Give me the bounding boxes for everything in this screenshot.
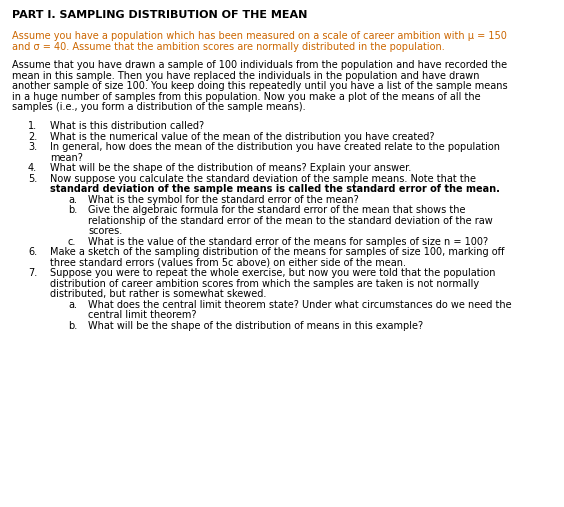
- Text: 1.: 1.: [28, 121, 37, 131]
- Text: Assume that you have drawn a sample of 100 individuals from the population and h: Assume that you have drawn a sample of 1…: [12, 60, 507, 70]
- Text: samples (i.e., you form a distribution of the sample means).: samples (i.e., you form a distribution o…: [12, 102, 306, 113]
- Text: b.: b.: [68, 321, 77, 331]
- Text: What is this distribution called?: What is this distribution called?: [50, 121, 204, 131]
- Text: and σ = 40. Assume that the ambition scores are normally distributed in the popu: and σ = 40. Assume that the ambition sco…: [12, 42, 445, 52]
- Text: mean?: mean?: [50, 153, 83, 163]
- Text: 3.: 3.: [28, 142, 37, 152]
- Text: b.: b.: [68, 205, 77, 215]
- Text: 6.: 6.: [28, 247, 37, 257]
- Text: 5.: 5.: [28, 174, 37, 184]
- Text: What is the symbol for the standard error of the mean?: What is the symbol for the standard erro…: [88, 195, 359, 205]
- Text: standard deviation of the sample means is called the standard error of the mean.: standard deviation of the sample means i…: [50, 185, 500, 194]
- Text: Give the algebraic formula for the standard error of the mean that shows the: Give the algebraic formula for the stand…: [88, 205, 465, 215]
- Text: 7.: 7.: [28, 268, 37, 278]
- Text: Make a sketch of the sampling distribution of the means for samples of size 100,: Make a sketch of the sampling distributi…: [50, 247, 504, 257]
- Text: a.: a.: [68, 300, 77, 310]
- Text: Suppose you were to repeat the whole exercise, but now you were told that the po: Suppose you were to repeat the whole exe…: [50, 268, 496, 278]
- Text: another sample of size 100. You keep doing this repeatedly until you have a list: another sample of size 100. You keep doi…: [12, 82, 508, 91]
- Text: In general, how does the mean of the distribution you have created relate to the: In general, how does the mean of the dis…: [50, 142, 500, 152]
- Text: What does the central limit theorem state? Under what circumstances do we need t: What does the central limit theorem stat…: [88, 300, 512, 310]
- Text: distribution of career ambition scores from which the samples are taken is not n: distribution of career ambition scores f…: [50, 279, 479, 289]
- Text: Now suppose you calculate the standard deviation of the sample means. Note that : Now suppose you calculate the standard d…: [50, 174, 476, 184]
- Text: What will be the shape of the distribution of means? Explain your answer.: What will be the shape of the distributi…: [50, 163, 411, 173]
- Text: a.: a.: [68, 195, 77, 205]
- Text: What is the numerical value of the mean of the distribution you have created?: What is the numerical value of the mean …: [50, 132, 434, 142]
- Text: three standard errors (values from 5c above) on either side of the mean.: three standard errors (values from 5c ab…: [50, 258, 406, 268]
- Text: What is the value of the standard error of the means for samples of size n = 100: What is the value of the standard error …: [88, 237, 488, 247]
- Text: 2.: 2.: [28, 132, 37, 142]
- Text: 4.: 4.: [28, 163, 37, 173]
- Text: scores.: scores.: [88, 226, 122, 236]
- Text: in a huge number of samples from this population. Now you make a plot of the mea: in a huge number of samples from this po…: [12, 92, 481, 102]
- Text: mean in this sample. Then you have replaced the individuals in the population an: mean in this sample. Then you have repla…: [12, 71, 479, 81]
- Text: relationship of the standard error of the mean to the standard deviation of the : relationship of the standard error of th…: [88, 216, 493, 226]
- Text: central limit theorem?: central limit theorem?: [88, 310, 196, 320]
- Text: distributed, but rather is somewhat skewed.: distributed, but rather is somewhat skew…: [50, 289, 266, 299]
- Text: PART I. SAMPLING DISTRIBUTION OF THE MEAN: PART I. SAMPLING DISTRIBUTION OF THE MEA…: [12, 10, 307, 20]
- Text: c.: c.: [68, 237, 76, 247]
- Text: Assume you have a population which has been measured on a scale of career ambiti: Assume you have a population which has b…: [12, 31, 507, 41]
- Text: What will be the shape of the distribution of means in this example?: What will be the shape of the distributi…: [88, 321, 423, 331]
